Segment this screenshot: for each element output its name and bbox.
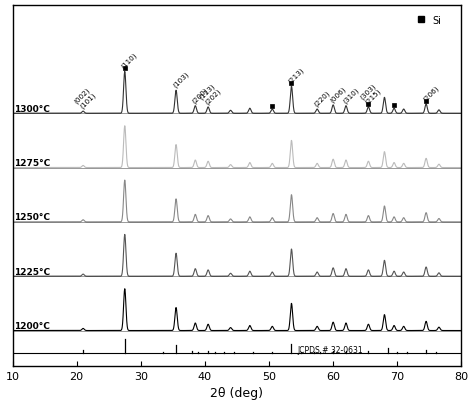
Text: (200): (200) [191, 86, 209, 104]
Text: (206): (206) [421, 84, 440, 103]
Text: 1250°C: 1250°C [15, 213, 50, 222]
Text: (303)
(215): (303) (215) [358, 82, 382, 106]
Text: 1225°C: 1225°C [15, 267, 51, 276]
X-axis label: 2θ (deg): 2θ (deg) [210, 386, 264, 399]
Text: (110): (110) [120, 52, 138, 70]
Legend: Si: Si [415, 14, 443, 28]
Text: (220): (220) [312, 90, 331, 108]
Text: (213): (213) [287, 66, 305, 85]
Text: (310): (310) [341, 86, 360, 104]
Text: 1200°C: 1200°C [15, 321, 50, 330]
Text: (002)
(101): (002) (101) [73, 86, 97, 110]
Text: 1275°C: 1275°C [15, 159, 51, 168]
Text: (113)
(202): (113) (202) [198, 82, 222, 106]
Text: 1300°C: 1300°C [15, 104, 50, 113]
Text: JCPDS # 32-0631: JCPDS # 32-0631 [298, 345, 364, 354]
Text: (006): (006) [328, 85, 347, 104]
Text: (103): (103) [172, 70, 190, 89]
